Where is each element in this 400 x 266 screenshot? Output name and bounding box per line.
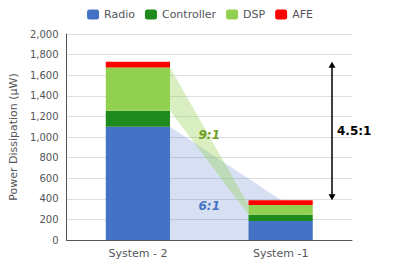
svg-text:AFE: AFE <box>292 8 313 21</box>
svg-text:Power Dissipation (μW): Power Dissipation (μW) <box>7 73 20 201</box>
svg-text:Controller: Controller <box>162 8 217 21</box>
svg-text:2,000: 2,000 <box>30 29 59 40</box>
svg-text:Radio: Radio <box>104 8 135 21</box>
svg-text:4.5:1: 4.5:1 <box>337 124 371 138</box>
svg-text:1,200: 1,200 <box>30 111 59 122</box>
svg-text:System -1: System -1 <box>253 247 308 260</box>
svg-text:1,400: 1,400 <box>30 90 59 101</box>
svg-text:6:1: 6:1 <box>199 199 221 213</box>
svg-text:DSP: DSP <box>243 8 265 21</box>
svg-text:1,600: 1,600 <box>30 70 59 81</box>
svg-text:200: 200 <box>39 214 58 225</box>
svg-text:600: 600 <box>39 173 58 184</box>
svg-text:1,000: 1,000 <box>30 132 59 143</box>
svg-text:0: 0 <box>52 235 58 246</box>
svg-text:400: 400 <box>39 193 58 204</box>
svg-text:800: 800 <box>39 152 58 163</box>
svg-text:System - 2: System - 2 <box>108 247 167 260</box>
svg-text:9:1: 9:1 <box>199 128 221 142</box>
svg-text:1,800: 1,800 <box>30 49 59 60</box>
